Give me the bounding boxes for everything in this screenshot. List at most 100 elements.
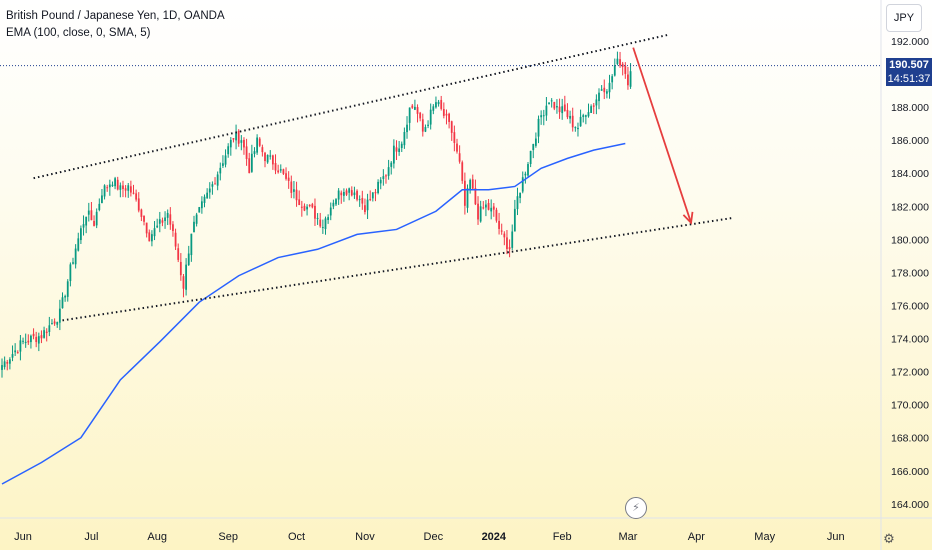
candle-body: [40, 335, 43, 339]
candle-body: [3, 361, 6, 368]
currency-label[interactable]: JPY: [886, 4, 922, 32]
y-tick-label: 180.000: [891, 234, 929, 246]
candle-body: [429, 109, 432, 125]
candle-body: [58, 308, 61, 323]
candle-body: [37, 336, 40, 344]
candle-body: [282, 169, 285, 174]
candle-body: [158, 219, 161, 224]
candle-body: [364, 205, 366, 212]
candle-body: [35, 336, 38, 343]
candle-body: [445, 113, 448, 116]
candle-body: [53, 321, 56, 324]
candle-body: [587, 112, 590, 117]
candle-body: [124, 188, 127, 191]
candle-body: [435, 102, 437, 108]
candle-body: [463, 180, 466, 206]
indicator-label[interactable]: EMA (100, close, 0, SMA, 5): [6, 27, 151, 39]
candle-body: [119, 185, 122, 190]
candle-body: [169, 214, 172, 225]
candle-body: [129, 186, 132, 193]
candle-body: [245, 146, 248, 160]
x-tick-label: Dec: [424, 531, 444, 543]
candle-body: [14, 350, 17, 353]
candle-body: [608, 82, 611, 93]
y-tick-label: 186.000: [891, 135, 929, 147]
candle-body: [613, 65, 616, 76]
candle-body: [427, 124, 429, 126]
x-tick-label: Feb: [553, 531, 572, 543]
candle-body: [250, 153, 253, 172]
candle-body: [308, 204, 311, 206]
candle-body: [16, 352, 19, 354]
candle-body: [421, 119, 424, 132]
candle-body: [595, 99, 598, 106]
candle-body: [598, 92, 600, 102]
candle-body: [269, 155, 272, 157]
lower-channel-trendline: [62, 216, 734, 322]
candle-body: [156, 225, 159, 228]
candle-body: [411, 105, 414, 108]
candle-body: [603, 87, 606, 93]
candle-body: [548, 102, 550, 105]
candle-body: [185, 264, 187, 290]
candle-body: [485, 204, 487, 208]
candle-body: [274, 162, 277, 171]
candle-body: [327, 217, 330, 220]
candle-body: [350, 190, 353, 196]
candle-body: [448, 113, 450, 122]
candle-body: [177, 248, 180, 260]
candle-body: [48, 325, 51, 333]
candle-body: [395, 147, 398, 152]
candle-body: [216, 174, 219, 186]
candle-body: [285, 173, 287, 179]
lightning-icon[interactable]: ⚡: [625, 497, 647, 519]
candle-body: [458, 153, 461, 162]
candle-body: [80, 228, 82, 241]
candle-body: [556, 105, 558, 108]
candle-body: [266, 154, 269, 163]
candle-body: [571, 115, 574, 128]
candle-body: [492, 206, 495, 210]
candle-body: [398, 148, 401, 153]
candle-body: [193, 221, 195, 233]
candle-body: [106, 187, 109, 189]
candle-body: [303, 205, 306, 211]
x-tick-label: Jun: [827, 531, 845, 543]
candle-body: [577, 127, 579, 130]
candle-body: [385, 175, 387, 177]
candle-body: [222, 163, 224, 166]
candle-body: [172, 224, 174, 232]
gear-icon[interactable]: ⚙: [883, 531, 895, 546]
candle-body: [516, 196, 519, 210]
candle-body: [27, 340, 30, 343]
candle-body: [237, 131, 240, 144]
candle-body: [132, 192, 135, 194]
candle-body: [542, 115, 545, 117]
candle-body: [93, 220, 95, 226]
candle-body: [77, 238, 80, 251]
candle-body: [140, 209, 143, 217]
candle-body: [277, 170, 280, 173]
y-tick-label: 184.000: [891, 168, 929, 180]
bar-countdown: 14:51:37: [887, 72, 931, 85]
candle-body: [495, 209, 498, 221]
candle-body: [148, 232, 151, 242]
candle-body: [253, 151, 256, 154]
candle-body: [377, 181, 379, 194]
candle-body: [592, 105, 595, 107]
current-price-tag: 190.507 14:51:37: [886, 57, 932, 86]
candle-body: [329, 207, 332, 216]
candle-body: [437, 101, 440, 105]
candle-body: [82, 224, 85, 228]
candle-body: [30, 335, 32, 343]
candle-body: [627, 74, 629, 86]
x-tick-label: Mar: [618, 531, 637, 543]
y-tick-label: 168.000: [891, 433, 929, 445]
y-tick-label: 182.000: [891, 201, 929, 213]
candle-body: [337, 190, 340, 200]
candle-body: [1, 365, 3, 370]
y-tick-label: 174.000: [891, 334, 929, 346]
candle-body: [629, 71, 632, 87]
